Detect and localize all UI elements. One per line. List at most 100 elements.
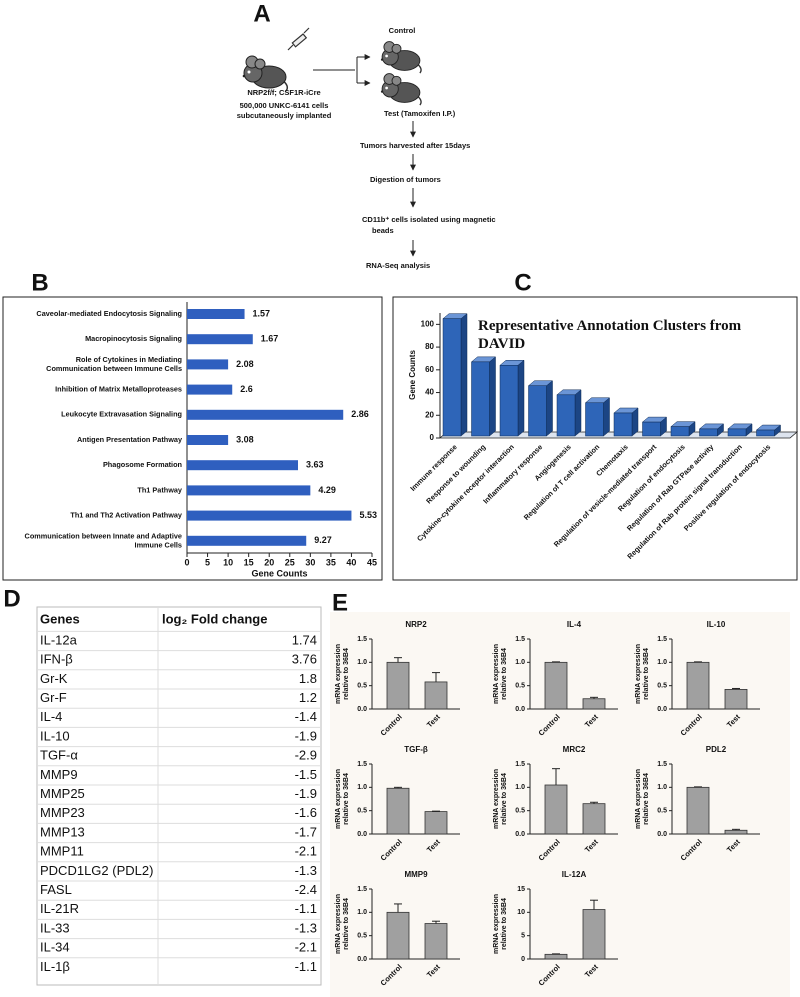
bar-side bbox=[460, 313, 468, 437]
y-axis-label-line: relative to 36B4 bbox=[501, 648, 508, 700]
panel-label: D bbox=[3, 585, 20, 612]
bar bbox=[187, 485, 311, 496]
bar-3d bbox=[556, 389, 582, 437]
category-label: Leukocyte Extravasation Signaling bbox=[61, 410, 182, 419]
strain-label: NRP2f/f; CSF1R-iCre bbox=[247, 88, 320, 97]
bar bbox=[187, 334, 253, 345]
error-bar bbox=[590, 899, 598, 910]
y-tick-label: 1.0 bbox=[515, 659, 525, 666]
bar-3d bbox=[670, 421, 696, 437]
bar-front bbox=[585, 402, 604, 437]
category-label: Role of Cytokines in Mediating Communicat… bbox=[46, 355, 182, 373]
category-label: Communication between Innate and Adaptiv… bbox=[25, 531, 182, 549]
bar bbox=[582, 803, 606, 835]
y-axis-label: mRNA expressionrelative to 36B4 bbox=[493, 894, 508, 954]
bar-3d bbox=[527, 380, 554, 437]
category-label: Macropinocytosis Signaling bbox=[85, 334, 182, 343]
step-line: RNA-Seq analysis bbox=[366, 261, 430, 270]
error-bar bbox=[590, 696, 598, 699]
bar bbox=[187, 359, 229, 370]
bar-3d bbox=[584, 397, 611, 437]
bar-front bbox=[613, 412, 633, 437]
chart-title: MRC2 bbox=[563, 745, 586, 754]
y-axis-label-line: relative to 36B4 bbox=[343, 773, 350, 825]
chart-title: IL-12A bbox=[562, 870, 587, 879]
y-tick-label: 1.0 bbox=[357, 909, 367, 916]
y-tick-label: 1.0 bbox=[357, 784, 367, 791]
bar bbox=[424, 811, 448, 835]
step-label: Tumors harvested after 15days bbox=[360, 141, 470, 150]
y-axis-label-line: mRNA expression bbox=[493, 644, 500, 704]
step-line: Tumors harvested after 15days bbox=[360, 141, 470, 150]
error-bar bbox=[394, 657, 402, 663]
bar-side bbox=[546, 380, 553, 437]
x-tick-label: 20 bbox=[264, 557, 274, 567]
category-label: Antigen Presentation Pathway bbox=[77, 435, 183, 444]
table-cell: -2.1 bbox=[295, 940, 317, 955]
bar bbox=[686, 786, 710, 835]
y-tick-label: 0.5 bbox=[357, 683, 367, 690]
y-tick-label: 1.5 bbox=[357, 636, 367, 643]
y-axis-label: mRNA expressionrelative to 36B4 bbox=[335, 769, 350, 829]
control-label: Control bbox=[389, 26, 416, 35]
bar-label: 2.86 bbox=[351, 409, 369, 419]
x-tick-label: 15 bbox=[244, 557, 254, 567]
bar-label: 1.57 bbox=[253, 308, 271, 318]
chart-title: Representative Annotation Clusters from D… bbox=[478, 318, 742, 352]
x-tick-label: 45 bbox=[367, 557, 377, 567]
step-label: RNA-Seq analysis bbox=[366, 261, 430, 270]
bar-label: 2.6 bbox=[240, 384, 253, 394]
implant-line: 500,000 UNKC-6141 cells bbox=[240, 101, 329, 110]
panel-label: A bbox=[253, 0, 270, 27]
bar-front bbox=[556, 394, 576, 437]
bar-3d bbox=[442, 313, 468, 437]
branch-connector bbox=[313, 54, 371, 86]
x-tick-label: 40 bbox=[346, 557, 356, 567]
bar bbox=[724, 689, 748, 710]
step-line: CD11b⁺ cells isolated using magnetic bbox=[362, 215, 496, 224]
table-cell: MMP11 bbox=[40, 844, 84, 859]
y-axis-label: mRNA expressionrelative to 36B4 bbox=[493, 769, 508, 829]
y-tick-label: 1.0 bbox=[357, 659, 367, 666]
y-tick-label: 1.5 bbox=[515, 761, 525, 768]
table-cell: Gr-F bbox=[40, 690, 67, 705]
bar-3d bbox=[698, 423, 725, 437]
chart-title-line: Representative Annotation Clusters from bbox=[478, 318, 742, 334]
bar-front bbox=[727, 428, 747, 437]
table-cell: FASL bbox=[40, 882, 72, 897]
bar bbox=[187, 309, 245, 319]
y-tick-label: 1.5 bbox=[357, 761, 367, 768]
y-tick-label: 60 bbox=[425, 365, 434, 374]
table-header: Genes bbox=[40, 611, 80, 626]
category-label: Phagosome Formation bbox=[103, 460, 182, 469]
x-tick-label: 0 bbox=[184, 557, 189, 567]
bar bbox=[686, 661, 710, 710]
y-axis-label-line: relative to 36B4 bbox=[643, 648, 650, 700]
bar-front bbox=[670, 426, 690, 437]
bar-3d bbox=[470, 356, 497, 437]
bar-side bbox=[574, 389, 582, 437]
table-cell: -1.1 bbox=[295, 959, 317, 974]
table-cell: IL-34 bbox=[40, 940, 70, 955]
y-tick-label: 5 bbox=[521, 933, 525, 940]
panel-label: E bbox=[332, 589, 348, 616]
y-axis-label-line: relative to 36B4 bbox=[343, 898, 350, 950]
table-cell: IFN-β bbox=[40, 652, 73, 667]
y-axis-label-line: relative to 36B4 bbox=[501, 773, 508, 825]
bar-front bbox=[699, 428, 718, 437]
bar-3d bbox=[727, 423, 753, 437]
y-tick-label: 1.0 bbox=[657, 659, 667, 666]
table-cell: MMP9 bbox=[40, 767, 78, 782]
bar bbox=[424, 923, 448, 960]
step-label: Digestion of tumors bbox=[370, 175, 441, 184]
y-tick-label: 0.0 bbox=[515, 706, 525, 713]
bar-3d bbox=[755, 424, 782, 437]
mouse-icon bbox=[241, 55, 289, 92]
y-axis-label: mRNA expressionrelative to 36B4 bbox=[635, 769, 650, 829]
table-cell: -1.3 bbox=[295, 863, 317, 878]
table-cell: 1.74 bbox=[292, 632, 317, 647]
y-tick-label: 0.5 bbox=[657, 683, 667, 690]
y-tick-label: 0.5 bbox=[657, 808, 667, 815]
step-line: beads bbox=[372, 226, 394, 235]
bar-front bbox=[528, 385, 547, 437]
